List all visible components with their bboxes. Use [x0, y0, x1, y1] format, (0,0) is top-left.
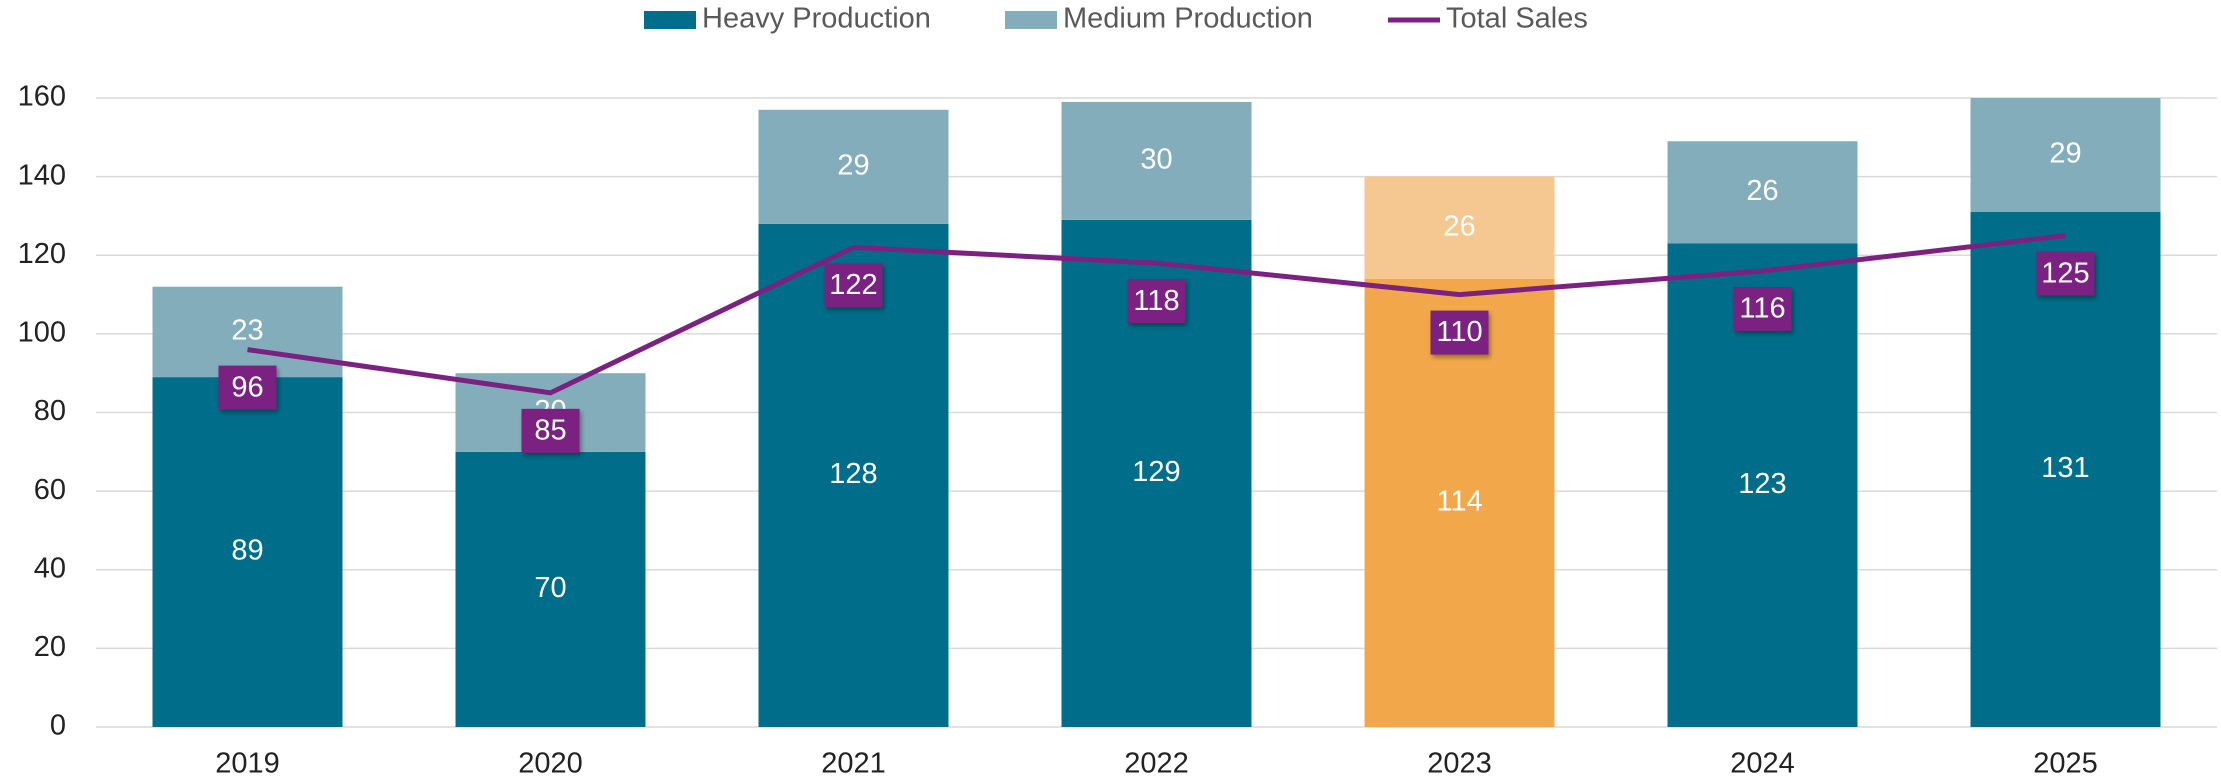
data-label: 30	[1140, 144, 1172, 176]
data-label: 114	[1436, 486, 1482, 518]
bar-segment	[1364, 176, 1555, 279]
bar-segment	[455, 451, 646, 727]
bar-segment	[152, 377, 343, 727]
legend-swatch	[644, 11, 696, 29]
bar-segment	[1970, 98, 2161, 213]
data-label: 129	[1132, 456, 1180, 488]
y-tick-label: 120	[18, 238, 66, 270]
data-label-box	[1430, 310, 1489, 355]
y-tick-label: 80	[34, 395, 66, 427]
bar-segment	[1667, 141, 1858, 244]
data-label: 26	[1443, 210, 1475, 242]
y-tick-label: 60	[34, 474, 66, 506]
data-label: 116	[1739, 293, 1785, 325]
data-label-box	[1127, 279, 1186, 324]
bar-segment	[1061, 101, 1252, 220]
data-label: 96	[231, 371, 263, 403]
data-label: 125	[2041, 257, 2089, 289]
x-tick-label: 2020	[518, 748, 583, 780]
data-label-box	[521, 408, 580, 453]
x-tick-label: 2019	[215, 748, 280, 780]
x-tick-label: 2023	[1427, 748, 1492, 780]
data-label: 70	[534, 572, 566, 604]
data-label: 110	[1436, 316, 1482, 348]
bar-segment	[1970, 212, 2161, 728]
x-tick-label: 2022	[1124, 748, 1189, 780]
x-tick-label: 2024	[1730, 748, 1795, 780]
data-label: 118	[1133, 285, 1179, 317]
y-tick-label: 40	[34, 552, 66, 584]
data-label: 26	[1746, 175, 1778, 207]
data-label: 131	[2041, 452, 2089, 484]
data-label-box	[2036, 251, 2095, 296]
legend-swatch	[1005, 11, 1057, 29]
data-label-box	[824, 263, 883, 308]
y-tick-label: 140	[18, 159, 66, 191]
data-label: 23	[231, 315, 263, 347]
legend-label: Total Sales	[1446, 3, 1588, 35]
data-label: 85	[534, 415, 566, 447]
data-label-box	[1733, 286, 1792, 331]
data-label: 29	[837, 149, 869, 181]
data-label: 123	[1738, 468, 1786, 500]
data-label: 29	[2049, 138, 2081, 170]
x-tick-label: 2025	[2033, 748, 2098, 780]
x-tick-label: 2021	[821, 748, 886, 780]
legend-label: Heavy Production	[702, 3, 931, 35]
y-tick-label: 160	[18, 81, 66, 113]
data-label-box	[218, 365, 277, 410]
bar-segment	[152, 286, 343, 378]
y-tick-label: 100	[18, 317, 66, 349]
y-tick-label: 0	[50, 710, 66, 742]
data-label: 122	[829, 269, 877, 301]
y-tick-label: 20	[34, 631, 66, 663]
bar-segment	[758, 109, 949, 224]
data-label: 89	[231, 535, 263, 567]
data-label: 128	[829, 458, 877, 490]
line-series	[247, 233, 2066, 396]
bar-segment	[758, 223, 949, 728]
legend-label: Medium Production	[1063, 3, 1313, 35]
